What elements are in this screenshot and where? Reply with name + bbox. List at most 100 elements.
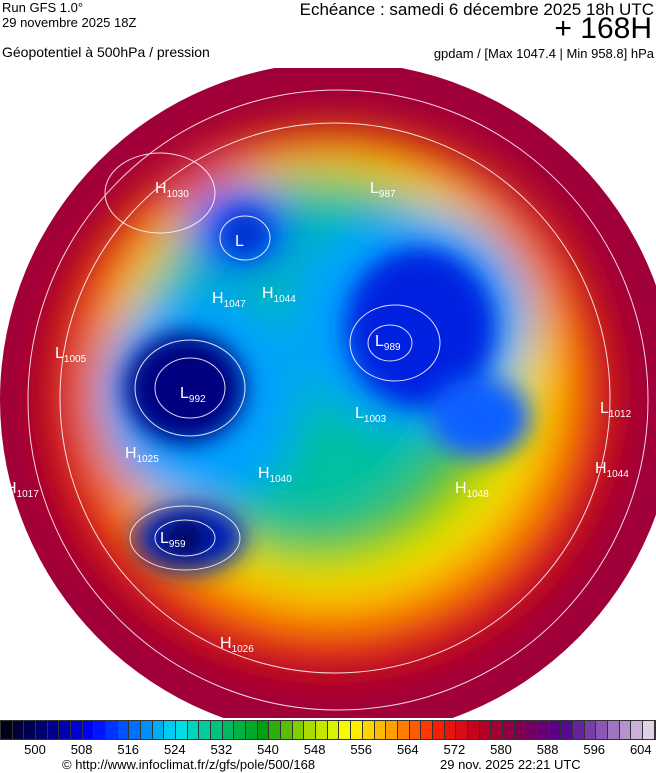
- pressure-center-label: H1047: [212, 290, 246, 310]
- pressure-center-label: H1040: [258, 465, 292, 485]
- polar-geopotential-map: H1030 L987 L H1047 H1044 L1005 L989 L992 L1003 H1…: [0, 68, 656, 718]
- colorbar-cell: [444, 721, 457, 739]
- colorbar-cell: [619, 721, 632, 739]
- map-disk: [0, 68, 656, 718]
- colorbar-cell: [549, 721, 562, 739]
- colorbar-cell: [176, 721, 188, 739]
- colorbar-tick-label: 516: [117, 742, 140, 757]
- run-label: Run GFS 1.0°: [2, 0, 84, 15]
- colorbar-cell: [281, 721, 293, 739]
- pressure-center-label: H1048: [455, 480, 489, 500]
- colorbar-tick-label: 532: [210, 742, 233, 757]
- colorbar-cell: [292, 721, 305, 739]
- colorbar-cell: [456, 721, 468, 739]
- colorbar-cell: [187, 721, 200, 739]
- colorbar-cell: [596, 721, 608, 739]
- colorbar-cell: [316, 721, 328, 739]
- colorbar-cell: [386, 721, 398, 739]
- parameter-title: Géopotentiel à 500hPa / pression: [2, 44, 210, 60]
- colorbar-cell: [164, 721, 177, 739]
- colorbar-cell: [397, 721, 410, 739]
- colorbar-cell: [211, 721, 223, 739]
- colorbar-cell: [491, 721, 503, 739]
- colorbar-cell: [199, 721, 212, 739]
- colorbar-tick-label: 588: [536, 742, 559, 757]
- colorbar-cell: [351, 721, 363, 739]
- colorbar-cell: [36, 721, 48, 739]
- colorbar-cell: [24, 721, 37, 739]
- colorbar-tick-label: 548: [303, 742, 326, 757]
- colorbar-cell: [117, 721, 130, 739]
- colorbar-cell: [222, 721, 235, 739]
- colorbar-tick-label: 604: [629, 742, 652, 757]
- pressure-center-label: L1012: [600, 400, 632, 420]
- colorbar-cell: [374, 721, 387, 739]
- colorbar-cell: [561, 721, 573, 739]
- colorbar-cell: [82, 721, 95, 739]
- colorbar-cell: [47, 721, 60, 739]
- colorbar-cell: [572, 721, 585, 739]
- pressure-center-label: L989: [375, 333, 401, 353]
- colorbar-cell: [257, 721, 270, 739]
- colorbar-cell: [94, 721, 107, 739]
- pressure-center-label: L987: [370, 180, 396, 200]
- colorbar-cell: [129, 721, 142, 739]
- colorbar-tick-label: 564: [396, 742, 419, 757]
- pressure-center-label: H1017: [5, 480, 39, 500]
- colorbar-cell: [526, 721, 538, 739]
- colorbar: [0, 720, 656, 740]
- colorbar-cell: [71, 721, 83, 739]
- colorbar-cell: [432, 721, 445, 739]
- colorbar-cell: [304, 721, 317, 739]
- colorbar-cell: [421, 721, 433, 739]
- colorbar-ticks: 500 508 516 524 532 540 548 556 564 572 580 588 596 6…: [0, 742, 656, 758]
- colorbar-cell: [514, 721, 527, 739]
- pressure-center-label: L959: [160, 530, 186, 550]
- lead-time: + 168H: [554, 12, 652, 45]
- colorbar-cell: [502, 721, 515, 739]
- colorbar-cell: [339, 721, 352, 739]
- pressure-center-label: L: [235, 233, 244, 250]
- pressure-center-label: H1044: [595, 460, 629, 480]
- colorbar-cell: [152, 721, 165, 739]
- run-date: 29 novembre 2025 18Z: [2, 15, 137, 30]
- generated-time: 29 nov. 2025 22:21 UTC: [440, 757, 581, 772]
- colorbar-cell: [141, 721, 153, 739]
- colorbar-cell: [234, 721, 247, 739]
- colorbar-cell: [409, 721, 422, 739]
- colorbar-cell: [479, 721, 492, 739]
- colorbar-cell: [59, 721, 72, 739]
- forecast-valid-time: Echéance : samedi 6 décembre 2025 18h UT…: [299, 0, 654, 19]
- colorbar-tick-label: 580: [490, 742, 512, 757]
- colorbar-cell: [537, 721, 550, 739]
- colorbar-cell: [607, 721, 620, 739]
- pressure-centers: H1030 L987 L H1047 H1044 L1005 L989 L992 L1003 H1…: [5, 180, 632, 655]
- pressure-center-label: L1005: [55, 345, 87, 365]
- colorbar-cell: [642, 721, 655, 739]
- colorbar-tick-label: 596: [583, 742, 606, 757]
- colorbar-tick-label: 524: [163, 742, 186, 757]
- colorbar-tick-label: 572: [443, 742, 466, 757]
- pressure-center-label: L992: [180, 385, 206, 405]
- colorbar-cell: [327, 721, 340, 739]
- colorbar-cell: [467, 721, 480, 739]
- colorbar-cell: [269, 721, 282, 739]
- colorbar-cell: [12, 721, 25, 739]
- pressure-center-label: L1003: [355, 405, 387, 425]
- colorbar-cell: [1, 721, 13, 739]
- colorbar-cell: [106, 721, 118, 739]
- pressure-center-label: H1026: [220, 635, 254, 655]
- colorbar-cell: [246, 721, 258, 739]
- pressure-center-label: H1025: [125, 445, 159, 465]
- colorbar-tick-label: 508: [70, 742, 93, 757]
- pressure-center-label: H1044: [262, 285, 296, 305]
- colorbar-cell: [584, 721, 597, 739]
- units-range: gpdam / [Max 1047.4 | Min 958.8] hPa: [433, 46, 654, 61]
- colorbar-tick-label: 540: [257, 742, 279, 757]
- isobars: [27, 89, 649, 711]
- source-url[interactable]: © http://www.infoclimat.fr/z/gfs/pole/50…: [62, 757, 316, 772]
- colorbar-cell: [362, 721, 375, 739]
- colorbar-cell: [631, 721, 643, 739]
- colorbar-tick-label: 556: [350, 742, 373, 757]
- pressure-center-label: H1030: [155, 180, 189, 200]
